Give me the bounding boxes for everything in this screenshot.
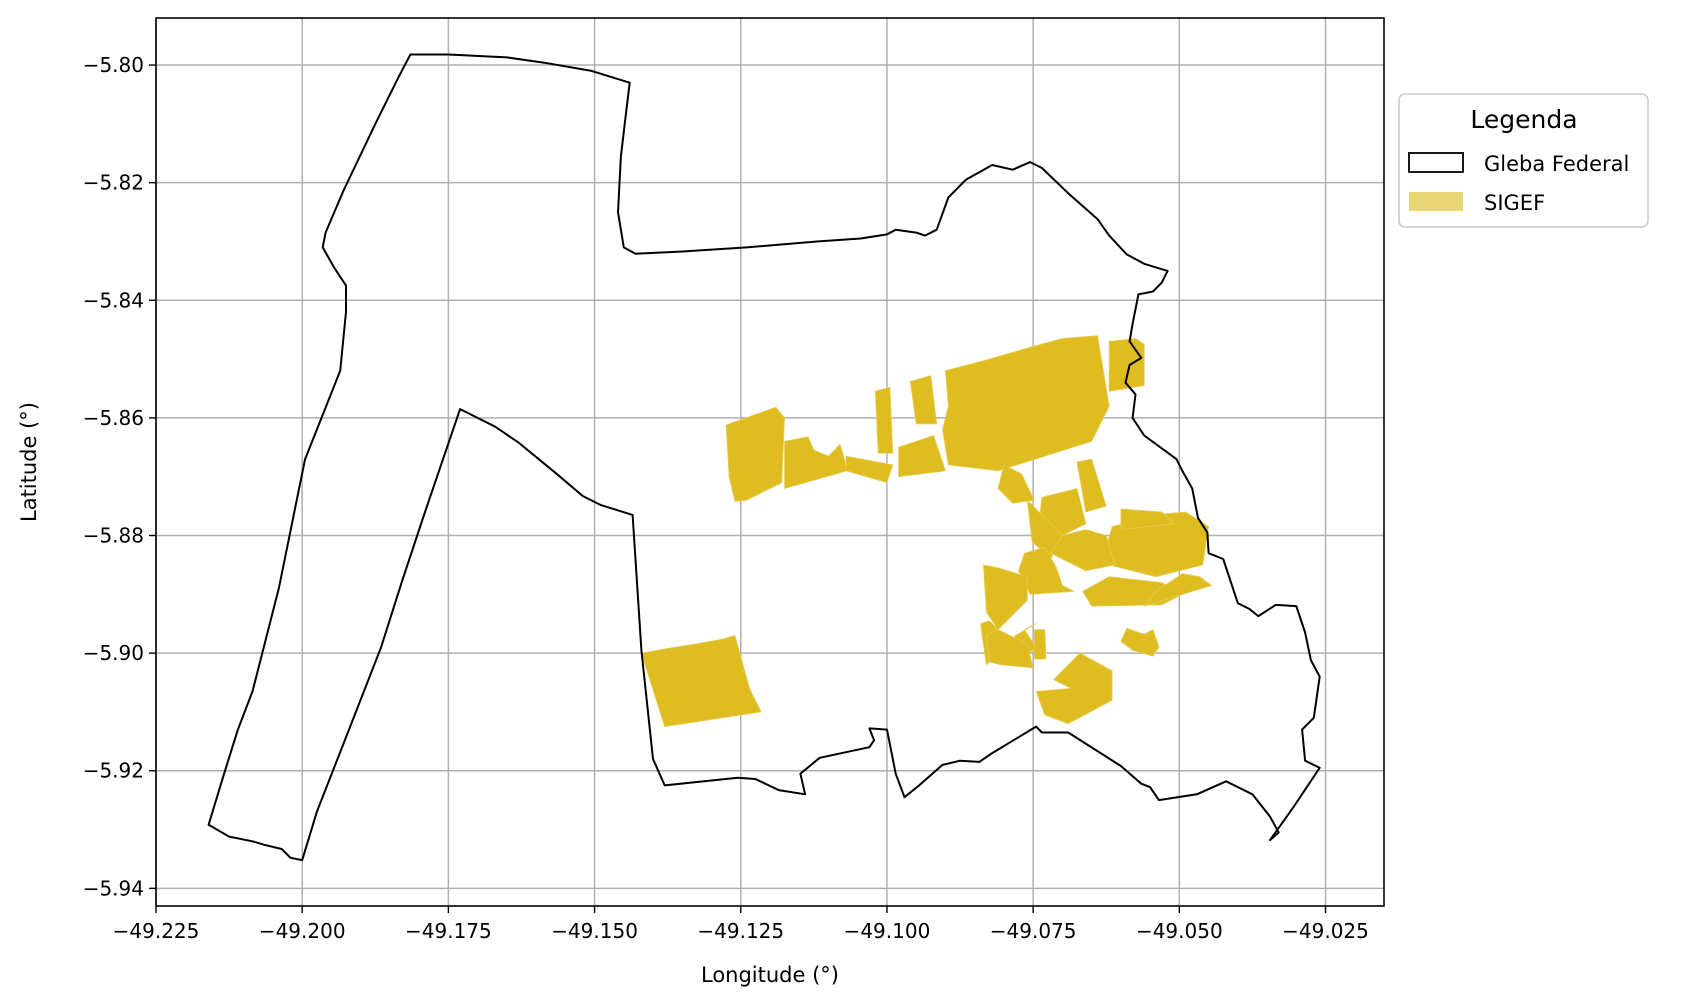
- y-axis: −5.80 −5.82 −5.84 −5.86 −5.88 −5.90 −5.92 −5.94: [83, 53, 156, 900]
- sigef-parcel: [909, 375, 938, 425]
- sigef-parcel: [1120, 628, 1160, 657]
- sigef-parcel: [983, 564, 1028, 630]
- sigef-parcel: [997, 464, 1035, 504]
- x-tick-label: −49.125: [697, 919, 784, 943]
- legend-swatch-sigef: [1409, 192, 1463, 211]
- legend-label-sigef: SIGEF: [1484, 191, 1545, 215]
- sigef-parcel: [898, 435, 946, 478]
- sigef-parcel: [725, 406, 785, 502]
- y-tick-label: −5.90: [83, 641, 144, 665]
- x-tick-label: −49.075: [990, 919, 1077, 943]
- plot-frame: [155, 17, 1385, 907]
- legend-label-gleba-federal: Gleba Federal: [1484, 152, 1629, 176]
- sigef-parcel: [1143, 573, 1212, 607]
- y-tick-label: −5.92: [83, 759, 144, 783]
- gleba-federal-layer: [207, 53, 1321, 862]
- legend-title: Legenda: [1470, 105, 1577, 134]
- sigef-parcel: [874, 386, 894, 454]
- y-tick-label: −5.84: [83, 288, 144, 312]
- gleba-federal-boundary: [207, 53, 1321, 862]
- sigef-parcel: [1076, 458, 1107, 513]
- x-tick-label: −49.050: [1136, 919, 1223, 943]
- y-axis-label: Latitude (°): [17, 402, 41, 522]
- sigef-parcel: [784, 436, 848, 489]
- x-axis-label: Longitude (°): [701, 963, 839, 987]
- grid-lines: [155, 18, 1384, 906]
- sigef-parcel: [1108, 338, 1145, 392]
- y-tick-label: −5.94: [83, 876, 144, 900]
- sigef-parcel: [986, 629, 1034, 669]
- sigef-layer: [641, 335, 1212, 727]
- x-tick-label: −49.100: [844, 919, 931, 943]
- y-tick-label: −5.86: [83, 406, 144, 430]
- x-tick-label: −49.200: [259, 919, 346, 943]
- sigef-parcel: [1033, 629, 1047, 660]
- x-tick-label: −49.175: [405, 919, 492, 943]
- legend-swatch-gleba-federal: [1408, 152, 1464, 173]
- x-tick-label: −49.150: [551, 919, 638, 943]
- y-tick-label: −5.80: [83, 53, 144, 77]
- legend: Legenda Gleba Federal SIGEF: [1398, 93, 1649, 228]
- sigef-parcel: [641, 635, 762, 727]
- x-axis: −49.225 −49.200 −49.175 −49.150 −49.125 −49.1…: [113, 906, 1369, 943]
- sigef-parcel: [845, 455, 894, 484]
- y-tick-label: −5.82: [83, 171, 144, 195]
- sigef-parcel: [1050, 529, 1116, 572]
- sigef-parcel: [1035, 652, 1113, 725]
- x-tick-label: −49.225: [113, 919, 200, 943]
- sigef-parcel: [942, 335, 1110, 472]
- x-tick-label: −49.025: [1282, 919, 1369, 943]
- sigef-parcel: [1120, 508, 1174, 530]
- y-tick-label: −5.88: [83, 524, 144, 548]
